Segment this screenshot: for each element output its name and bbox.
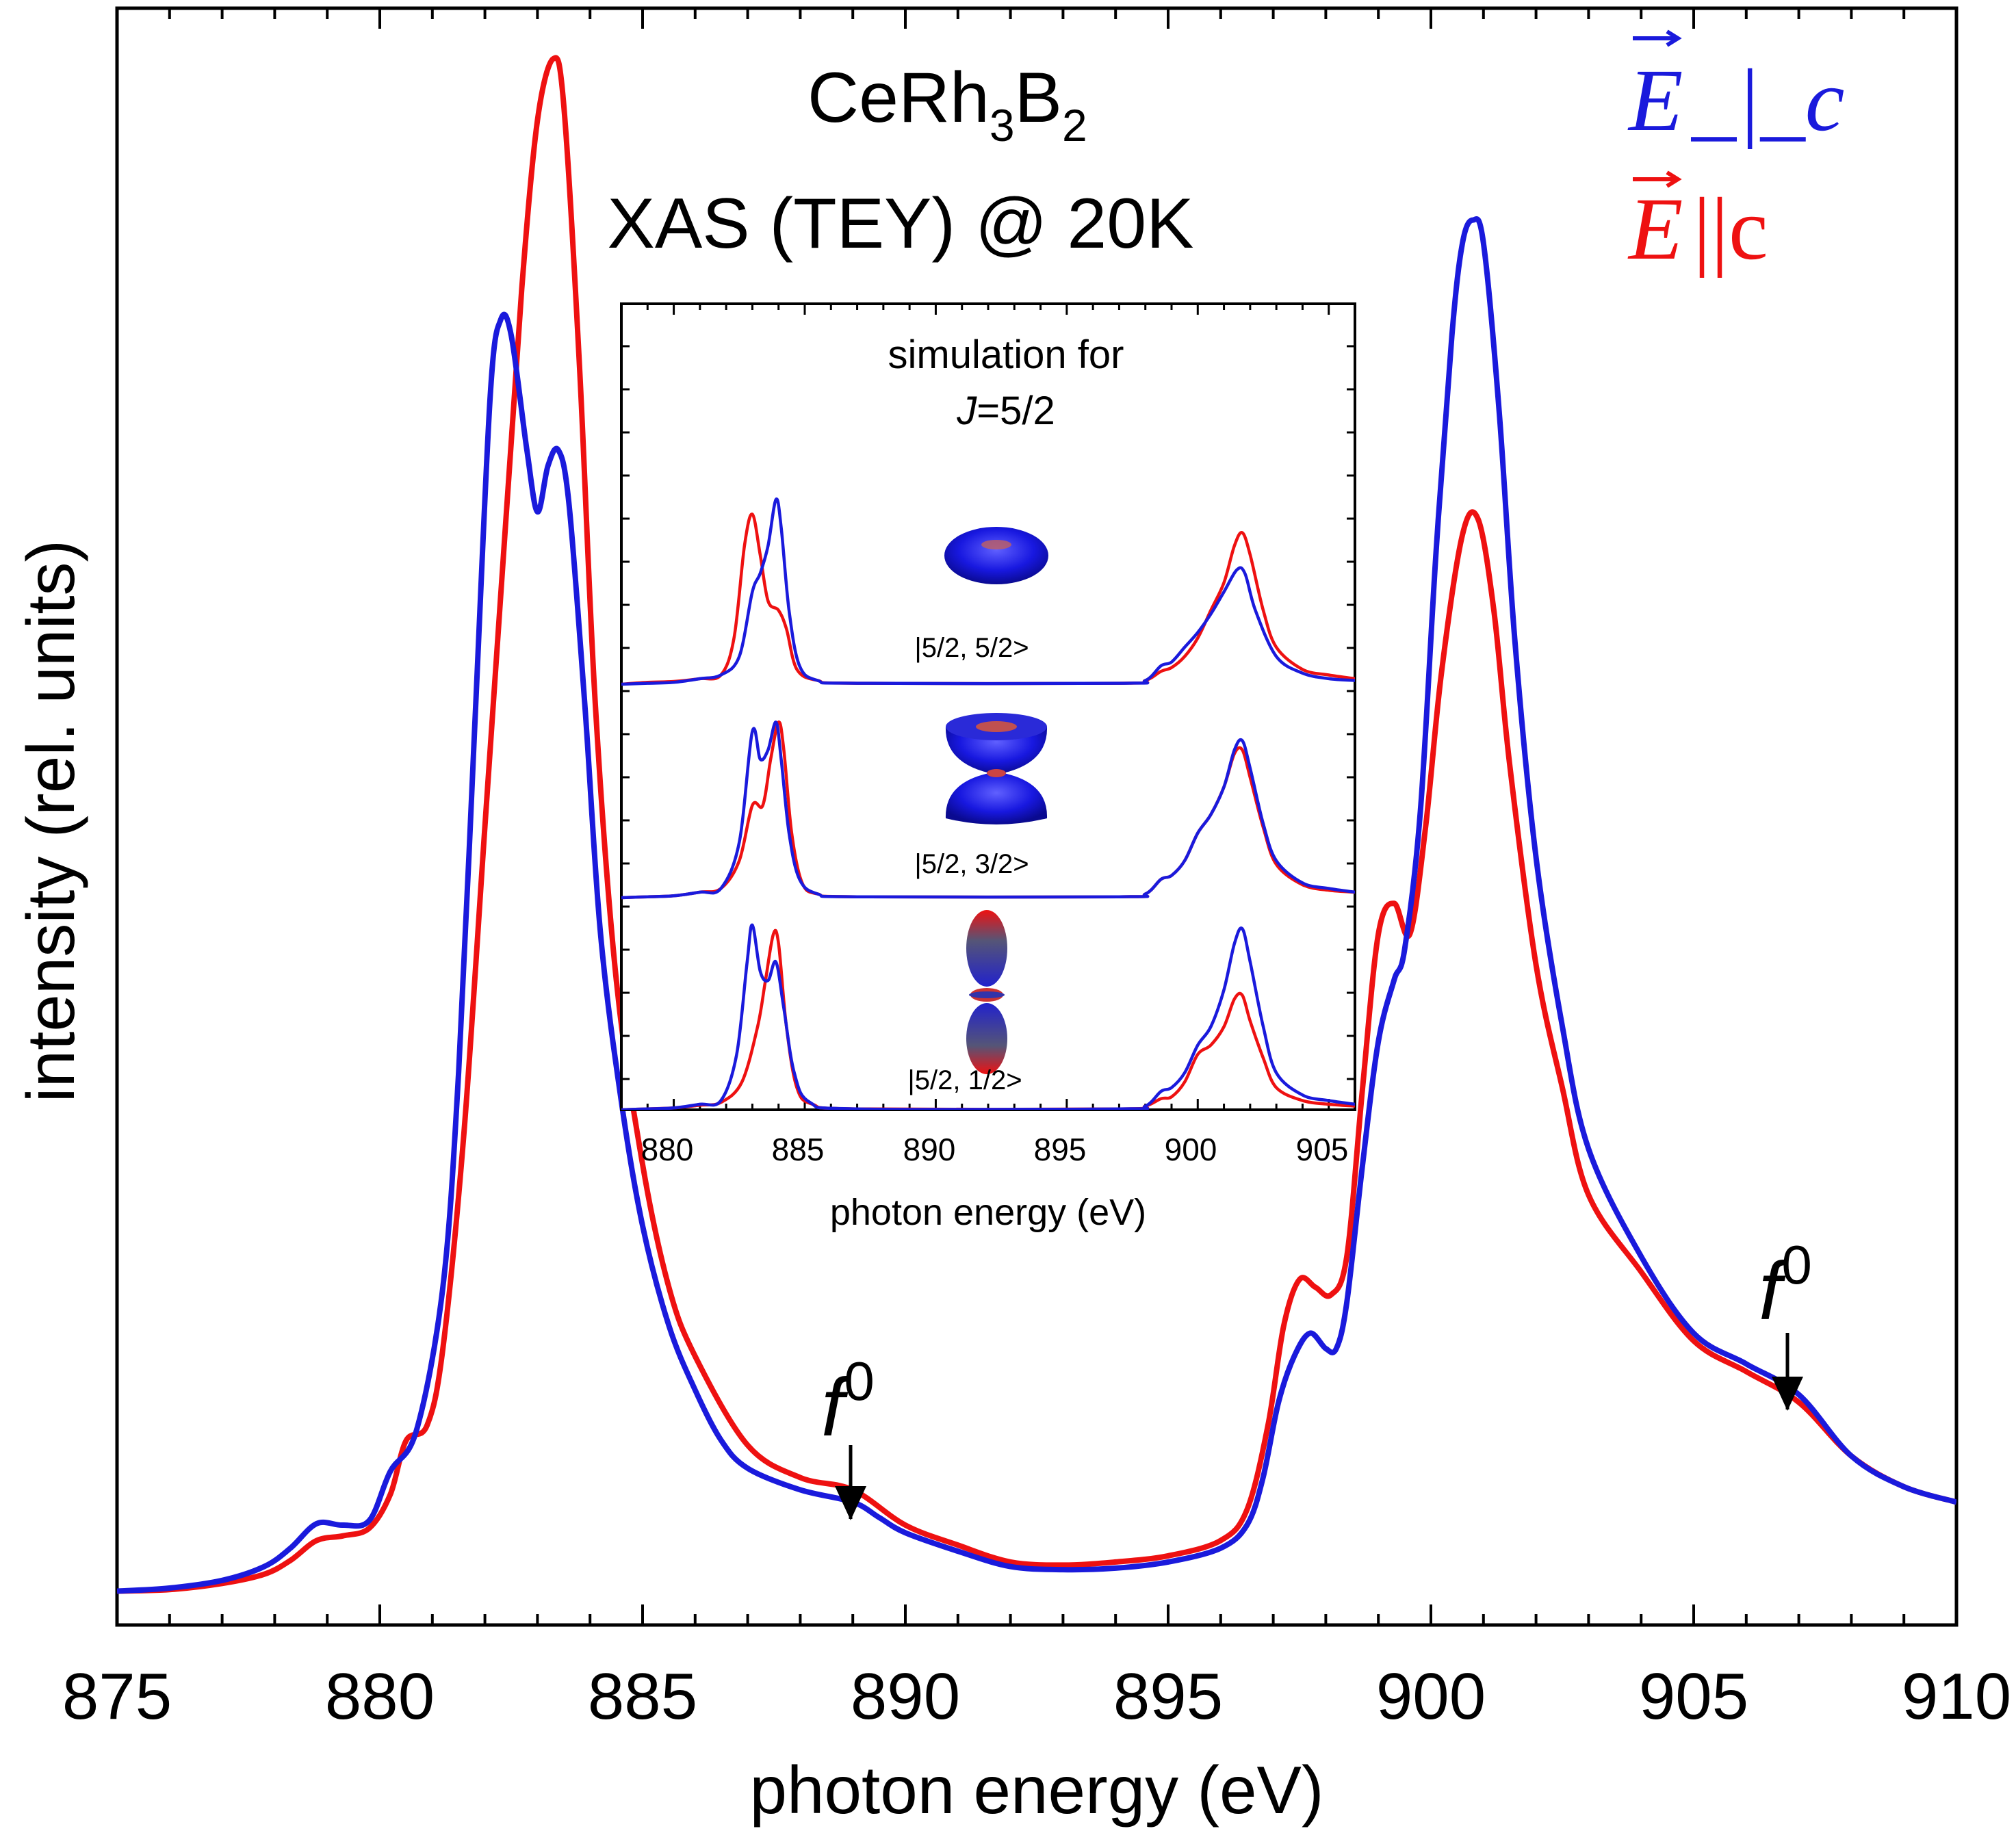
legend-e-perp-text: _|_c [1690, 51, 1844, 150]
annotation-f0-left: f0 [821, 1351, 875, 1520]
x-tick-880: 880 [325, 1660, 435, 1733]
main-x-ticks [116, 8, 1958, 1625]
x-tick-895: 895 [1113, 1660, 1223, 1733]
inset-x-tick: 905 [1296, 1132, 1349, 1167]
inset-x-tick-labels: 880 885 890 895 900 905 [641, 1132, 1349, 1167]
arrow-head-icon [835, 1486, 866, 1520]
y-axis-label: intensity (rel. units) [13, 540, 88, 1102]
inset-panel-3-blue-line [621, 923, 1355, 1110]
legend-e-parallel-text: ||c [1693, 180, 1768, 278]
legend-entry-e-parallel-c: E ||c [1627, 170, 1768, 278]
orbital-5-2-icon [944, 527, 1048, 584]
inset-chart: simulation for J=5/2 |5/2, 5/2> |5/2, 3/… [620, 302, 1356, 1233]
x-axis-label: photon energy (eV) [750, 1752, 1324, 1828]
inset-x-tick: 880 [641, 1132, 694, 1167]
annotation-f-label: f0 [821, 1351, 875, 1453]
inset-x-tick: 895 [1034, 1132, 1087, 1167]
x-tick-905: 905 [1639, 1660, 1748, 1733]
inset-panel-1-blue-line [621, 497, 1355, 686]
x-tick-910: 910 [1902, 1660, 2011, 1733]
inset-x-axis-label: photon energy (eV) [830, 1192, 1146, 1233]
chart-subtitle: XAS (TEY) @ 20K [608, 184, 1194, 263]
inset-x-tick: 890 [903, 1132, 956, 1167]
vector-arrow-icon [1633, 170, 1682, 188]
legend-e-symbol: E [1627, 180, 1683, 278]
panel-label-1-2: |5/2, 1/2> [907, 1065, 1022, 1095]
main-plot-frame [115, 6, 1959, 1627]
orbital-1-2-icon [966, 910, 1007, 1074]
inset-panel-2-blue-line [621, 720, 1355, 900]
panel-label-5-2: |5/2, 5/2> [914, 633, 1029, 663]
inset-title-line2: J=5/2 [956, 389, 1055, 433]
arrow-head-icon [1772, 1377, 1803, 1411]
inset-title-line1: simulation for [888, 333, 1124, 377]
legend-e-symbol: E [1627, 51, 1683, 150]
series-line-e-perp-c [117, 216, 1956, 1594]
annotation-f-label: f0 [1759, 1234, 1812, 1337]
x-tick-890: 890 [851, 1660, 960, 1733]
main-x-tick-labels: 875 880 885 890 895 900 905 910 [62, 1660, 2011, 1733]
x-tick-885: 885 [588, 1660, 697, 1733]
inset-x-tick: 885 [772, 1132, 825, 1167]
x-tick-875: 875 [62, 1660, 172, 1733]
chart-title: CeRh3B2 [807, 58, 1087, 151]
vector-arrow-icon [1633, 29, 1682, 47]
series-line-e-parallel-c [117, 55, 1956, 1594]
inset-curves [621, 497, 1355, 1110]
panel-label-3-2: |5/2, 3/2> [914, 849, 1029, 879]
x-tick-900: 900 [1376, 1660, 1486, 1733]
legend-entry-e-perp-c: E _|_c [1627, 29, 1844, 150]
inset-x-tick: 900 [1165, 1132, 1217, 1167]
orbital-3-2-icon [945, 713, 1048, 824]
legend: E _|_c E ||c [1627, 29, 1844, 278]
